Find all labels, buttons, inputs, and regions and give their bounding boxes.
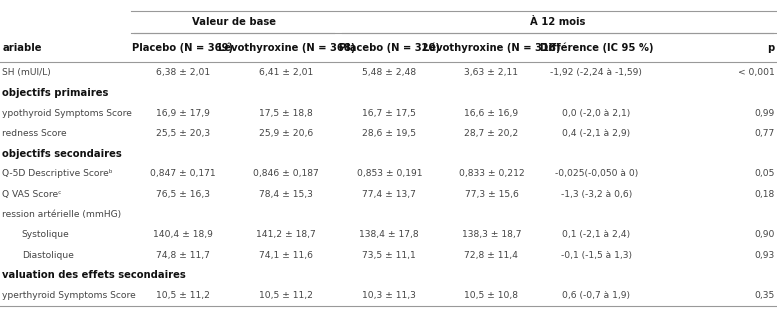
Text: Q-5D Descriptive Scoreᵇ: Q-5D Descriptive Scoreᵇ <box>2 169 113 178</box>
Text: < 0,001: < 0,001 <box>738 68 775 77</box>
Text: Lévothyroxine (N = 318): Lévothyroxine (N = 318) <box>423 42 560 53</box>
Text: 0,6 (-0,7 à 1,9): 0,6 (-0,7 à 1,9) <box>563 291 630 300</box>
Text: p: p <box>768 43 775 53</box>
Text: valuation des effets secondaires: valuation des effets secondaires <box>2 270 186 280</box>
Text: 16,6 ± 16,9: 16,6 ± 16,9 <box>465 109 518 118</box>
Text: objectifs secondaires: objectifs secondaires <box>2 149 122 159</box>
Text: Lévothyroxine (N = 368): Lévothyroxine (N = 368) <box>218 42 355 53</box>
Text: 0,853 ± 0,191: 0,853 ± 0,191 <box>357 169 422 178</box>
Text: 0,846 ± 0,187: 0,846 ± 0,187 <box>253 169 319 178</box>
Text: 0,35: 0,35 <box>754 291 775 300</box>
Text: 0,93: 0,93 <box>754 251 775 260</box>
Text: 6,41 ± 2,01: 6,41 ± 2,01 <box>260 68 313 77</box>
Text: 3,63 ± 2,11: 3,63 ± 2,11 <box>465 68 518 77</box>
Text: 77,4 ± 13,7: 77,4 ± 13,7 <box>362 190 416 199</box>
Text: Placebo (N = 369): Placebo (N = 369) <box>132 43 233 53</box>
Text: Diastolique: Diastolique <box>22 251 74 260</box>
Text: 16,7 ± 17,5: 16,7 ± 17,5 <box>362 109 416 118</box>
Text: 25,9 ± 20,6: 25,9 ± 20,6 <box>260 129 313 138</box>
Text: 0,1 (-2,1 à 2,4): 0,1 (-2,1 à 2,4) <box>563 230 630 239</box>
Text: 77,3 ± 15,6: 77,3 ± 15,6 <box>465 190 518 199</box>
Text: 6,38 ± 2,01: 6,38 ± 2,01 <box>155 68 210 77</box>
Text: 0,05: 0,05 <box>754 169 775 178</box>
Text: 72,8 ± 11,4: 72,8 ± 11,4 <box>465 251 518 260</box>
Text: ariable: ariable <box>2 43 42 53</box>
Text: 0,99: 0,99 <box>754 109 775 118</box>
Text: 76,5 ± 16,3: 76,5 ± 16,3 <box>155 190 210 199</box>
Text: ression artérielle (mmHG): ression artérielle (mmHG) <box>2 210 121 219</box>
Text: -0,025(-0,050 à 0): -0,025(-0,050 à 0) <box>555 169 638 178</box>
Text: 28,7 ± 20,2: 28,7 ± 20,2 <box>465 129 518 138</box>
Text: 0,4 (-2,1 à 2,9): 0,4 (-2,1 à 2,9) <box>563 129 630 138</box>
Text: ypothyroid Symptoms Score: ypothyroid Symptoms Score <box>2 109 132 118</box>
Text: 0,833 ± 0,212: 0,833 ± 0,212 <box>458 169 524 178</box>
Text: 138,4 ± 17,8: 138,4 ± 17,8 <box>360 230 419 239</box>
Text: 73,5 ± 11,1: 73,5 ± 11,1 <box>362 251 416 260</box>
Text: yperthyroid Symptoms Score: yperthyroid Symptoms Score <box>2 291 136 300</box>
Text: 25,5 ± 20,3: 25,5 ± 20,3 <box>155 129 210 138</box>
Text: 74,1 ± 11,6: 74,1 ± 11,6 <box>260 251 313 260</box>
Text: 0,77: 0,77 <box>754 129 775 138</box>
Text: 0,90: 0,90 <box>754 230 775 239</box>
Text: SH (mUI/L): SH (mUI/L) <box>2 68 51 77</box>
Text: Valeur de base: Valeur de base <box>192 17 277 27</box>
Text: Q VAS Scoreᶜ: Q VAS Scoreᶜ <box>2 190 62 199</box>
Text: 78,4 ± 15,3: 78,4 ± 15,3 <box>260 190 313 199</box>
Text: -0,1 (-1,5 à 1,3): -0,1 (-1,5 à 1,3) <box>561 251 632 260</box>
Text: -1,3 (-3,2 à 0,6): -1,3 (-3,2 à 0,6) <box>561 190 632 199</box>
Text: 10,5 ± 11,2: 10,5 ± 11,2 <box>155 291 210 300</box>
Text: À 12 mois: À 12 mois <box>530 17 585 27</box>
Text: 140,4 ± 18,9: 140,4 ± 18,9 <box>152 230 213 239</box>
Text: 5,48 ± 2,48: 5,48 ± 2,48 <box>362 68 416 77</box>
Text: Placebo (N = 320): Placebo (N = 320) <box>339 43 440 53</box>
Text: -1,92 (-2,24 à -1,59): -1,92 (-2,24 à -1,59) <box>550 68 643 77</box>
Text: Systolique: Systolique <box>22 230 69 239</box>
Text: 141,2 ± 18,7: 141,2 ± 18,7 <box>256 230 316 239</box>
Text: 0,0 (-2,0 à 2,1): 0,0 (-2,0 à 2,1) <box>563 109 630 118</box>
Text: 17,5 ± 18,8: 17,5 ± 18,8 <box>260 109 313 118</box>
Text: 0,18: 0,18 <box>754 190 775 199</box>
Text: 10,3 ± 11,3: 10,3 ± 11,3 <box>362 291 416 300</box>
Text: Différence (IC 95 %): Différence (IC 95 %) <box>539 42 653 53</box>
Text: objectifs primaires: objectifs primaires <box>2 88 109 98</box>
Text: 16,9 ± 17,9: 16,9 ± 17,9 <box>155 109 210 118</box>
Text: redness Score: redness Score <box>2 129 67 138</box>
Text: 138,3 ± 18,7: 138,3 ± 18,7 <box>462 230 521 239</box>
Text: 10,5 ± 10,8: 10,5 ± 10,8 <box>465 291 518 300</box>
Text: 74,8 ± 11,7: 74,8 ± 11,7 <box>155 251 210 260</box>
Text: 0,847 ± 0,171: 0,847 ± 0,171 <box>150 169 215 178</box>
Text: 28,6 ± 19,5: 28,6 ± 19,5 <box>362 129 416 138</box>
Text: 10,5 ± 11,2: 10,5 ± 11,2 <box>260 291 313 300</box>
